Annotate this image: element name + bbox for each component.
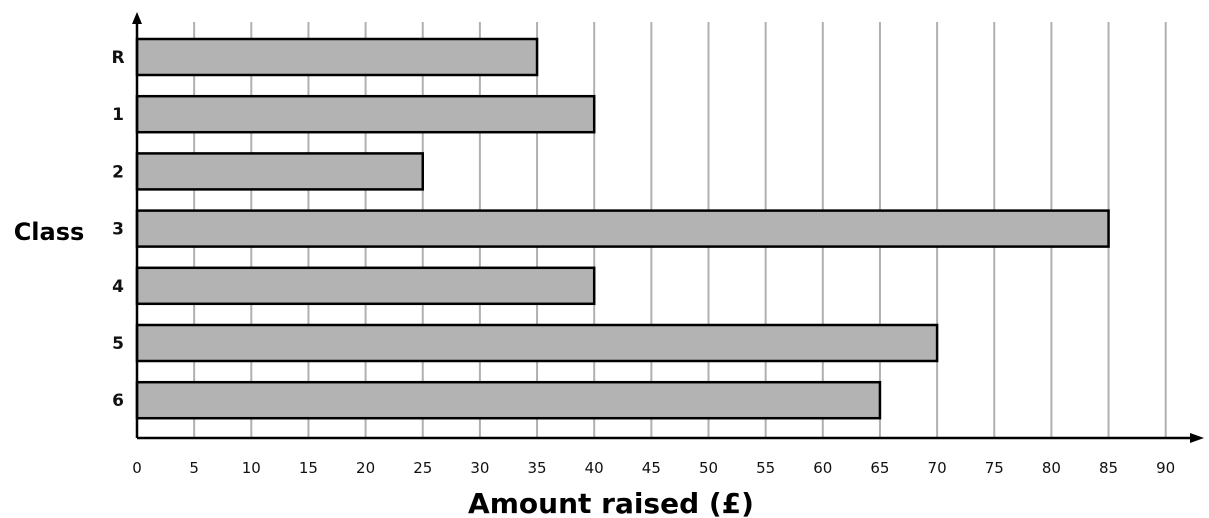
x-tick-label-25: 25 [413, 459, 432, 477]
x-axis-arrow [1190, 433, 1204, 443]
x-tick-label-15: 15 [299, 459, 318, 477]
x-tick-label-70: 70 [928, 459, 947, 477]
x-tick-label-65: 65 [870, 459, 889, 477]
category-label-R: R [111, 48, 124, 68]
x-tick-label-35: 35 [528, 459, 547, 477]
x-tick-label-50: 50 [699, 459, 718, 477]
axes [132, 12, 1204, 443]
bar-class-6 [135, 380, 882, 420]
bars [135, 37, 1110, 420]
y-axis-title: Class [14, 218, 85, 246]
x-tick-label-30: 30 [470, 459, 489, 477]
category-label-4: 4 [112, 277, 124, 297]
x-tick-label-0: 0 [132, 459, 142, 477]
x-tick-label-5: 5 [189, 459, 199, 477]
category-label-6: 6 [112, 391, 124, 411]
category-label-5: 5 [112, 334, 124, 354]
x-tick-label-80: 80 [1042, 459, 1061, 477]
x-tick-label-85: 85 [1099, 459, 1118, 477]
bar-class-5 [135, 323, 939, 363]
category-label-3: 3 [112, 220, 124, 240]
x-tick-label-75: 75 [985, 459, 1004, 477]
x-tick-label-55: 55 [756, 459, 775, 477]
x-tick-label-45: 45 [642, 459, 661, 477]
bar-class-1 [135, 94, 596, 134]
y-category-labels: R 1 2 3 4 5 6 [111, 48, 124, 411]
category-label-2: 2 [112, 162, 124, 182]
x-axis-title: Amount raised (£) [468, 487, 754, 518]
x-tick-label-40: 40 [585, 459, 604, 477]
x-tick-labels: 0 5 10 15 20 25 30 35 40 45 50 55 60 65 70 75 80 85 90 [132, 459, 1175, 477]
category-label-1: 1 [112, 105, 124, 125]
bar-class-R [135, 37, 539, 77]
bar-class-2 [135, 152, 424, 191]
x-tick-label-60: 60 [813, 459, 832, 477]
bar-class-4 [135, 266, 596, 306]
x-tick-label-20: 20 [356, 459, 375, 477]
x-tick-label-90: 90 [1156, 459, 1175, 477]
x-tick-label-10: 10 [242, 459, 261, 477]
y-axis-arrow [132, 12, 142, 24]
bar-class-3 [135, 209, 1110, 248]
